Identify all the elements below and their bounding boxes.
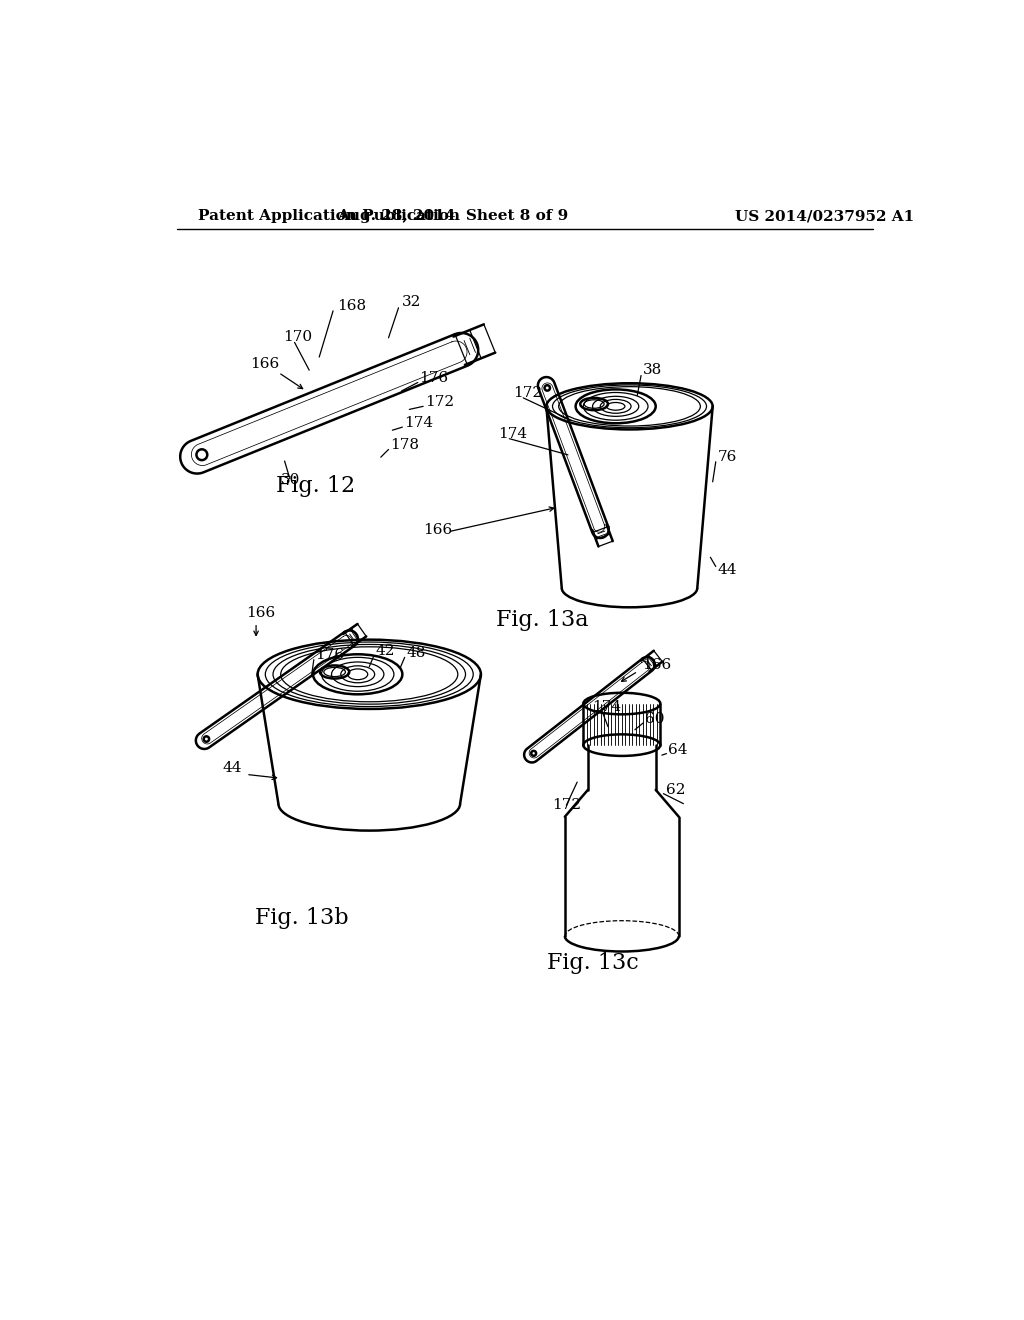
Circle shape	[545, 385, 550, 391]
Text: Fig. 13a: Fig. 13a	[497, 610, 589, 631]
Text: 172: 172	[513, 387, 543, 400]
Text: 64: 64	[668, 743, 687, 756]
Text: 168: 168	[337, 300, 366, 313]
Text: 76: 76	[717, 450, 736, 465]
Text: 174: 174	[499, 428, 527, 441]
Text: 166: 166	[250, 356, 280, 371]
Text: 174: 174	[593, 700, 622, 714]
Text: 44: 44	[717, 564, 737, 577]
Text: 62: 62	[666, 783, 685, 797]
Circle shape	[531, 751, 537, 756]
Text: 44: 44	[223, 762, 243, 775]
Text: 166: 166	[423, 523, 453, 537]
Text: 42: 42	[376, 644, 395, 659]
Text: 176: 176	[315, 648, 344, 663]
Text: 170: 170	[283, 330, 312, 345]
Text: 166: 166	[246, 606, 275, 619]
Circle shape	[197, 449, 207, 461]
Text: 38: 38	[643, 363, 662, 378]
Text: Fig. 13b: Fig. 13b	[255, 907, 348, 929]
Text: 30: 30	[281, 474, 300, 487]
Text: 176: 176	[419, 371, 449, 385]
Text: Patent Application Publication: Patent Application Publication	[199, 209, 461, 223]
Text: 172: 172	[553, 799, 582, 812]
Text: US 2014/0237952 A1: US 2014/0237952 A1	[735, 209, 914, 223]
Text: 48: 48	[407, 645, 426, 660]
Text: 174: 174	[403, 416, 433, 429]
Text: 60: 60	[645, 711, 665, 726]
Text: 178: 178	[390, 438, 419, 451]
Circle shape	[204, 737, 209, 742]
Text: Fig. 12: Fig. 12	[275, 475, 355, 496]
Text: 32: 32	[401, 296, 421, 309]
Text: Fig. 13c: Fig. 13c	[547, 952, 638, 974]
Text: Aug. 28, 2014  Sheet 8 of 9: Aug. 28, 2014 Sheet 8 of 9	[337, 209, 568, 223]
Text: 166: 166	[643, 659, 672, 672]
Text: 172: 172	[425, 395, 454, 409]
